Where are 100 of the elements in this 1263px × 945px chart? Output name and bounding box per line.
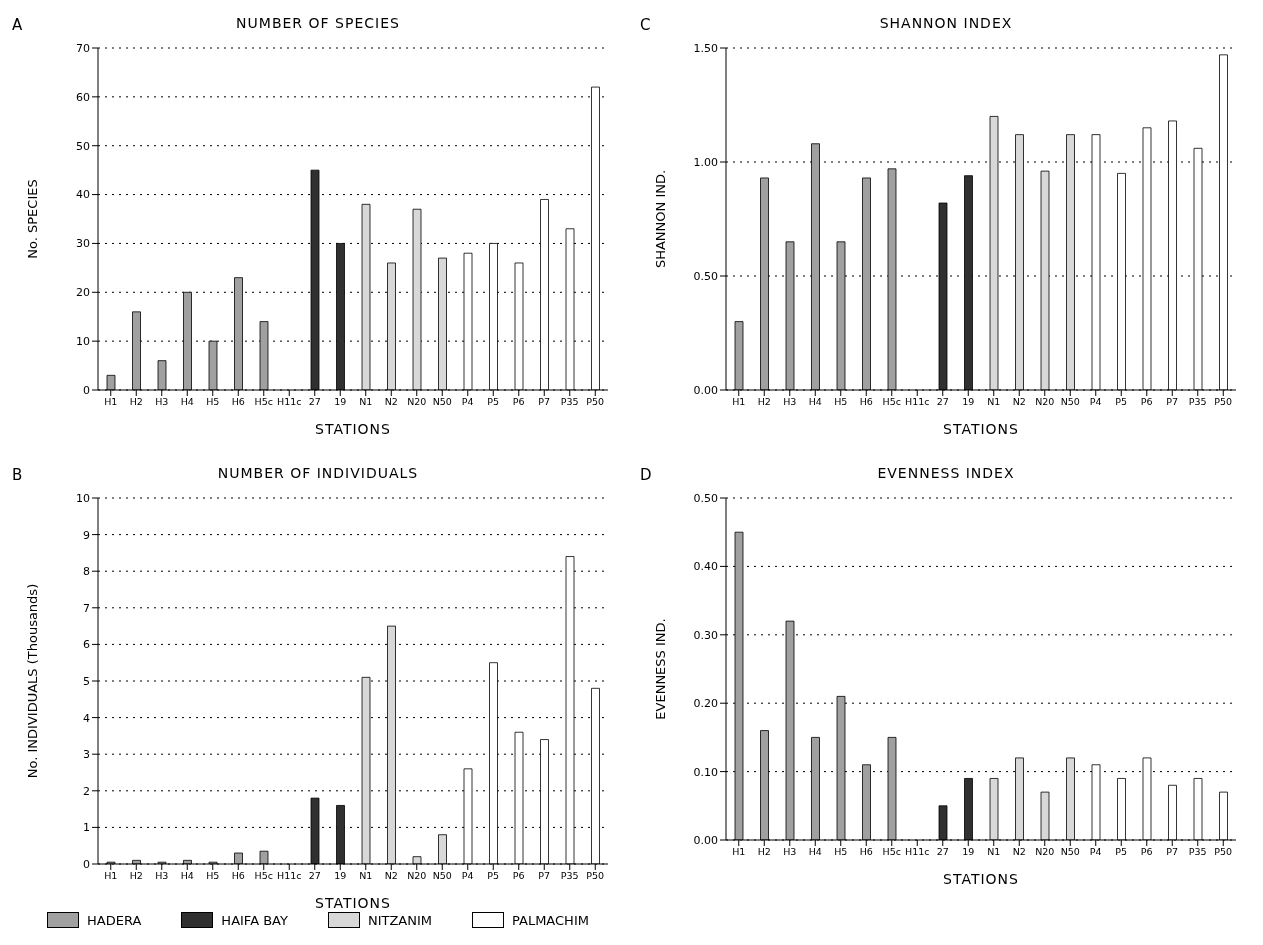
x-tick-label: N2 [384, 869, 398, 881]
text: D [640, 466, 652, 484]
legend-label: HAIFA BAY [221, 912, 288, 928]
x-tick-label: N1 [987, 395, 1001, 407]
x-tick-label: H1 [732, 395, 746, 407]
y-tick-label: 7 [83, 601, 90, 615]
x-axis-title: STATIONS [315, 895, 391, 911]
y-tick-label: 2 [83, 784, 90, 798]
y-tick-label: 10 [76, 335, 90, 349]
y-tick-label: 3 [83, 748, 90, 762]
x-tick-label: H3 [155, 869, 169, 881]
y-axis-title: No. SPECIES [24, 179, 40, 259]
y-tick-label: 30 [76, 237, 90, 251]
x-axis-title: STATIONS [943, 871, 1019, 887]
x-tick-label: P5 [1115, 845, 1128, 857]
x-tick-label: H3 [783, 395, 797, 407]
x-tick-label: H5 [834, 395, 848, 407]
x-tick-label: P5 [487, 869, 500, 881]
x-tick-label: H4 [808, 845, 822, 857]
x-tick-label: P6 [1140, 845, 1153, 857]
x-tick-label: H6 [859, 395, 873, 407]
x-tick-label: H6 [231, 869, 245, 881]
y-tick-label: 70 [76, 41, 90, 55]
y-tick-label: 1.50 [693, 41, 718, 55]
x-tick-label: H5 [206, 395, 220, 407]
text: A [12, 16, 23, 34]
x-tick-label: N1 [359, 869, 373, 881]
x-tick-label: P4 [1089, 395, 1102, 407]
x-tick-label: P50 [586, 395, 605, 407]
x-tick-label: H2 [129, 395, 143, 407]
x-tick-label: P50 [1214, 395, 1233, 407]
y-tick-label: 0 [83, 383, 90, 397]
x-tick-label: N20 [407, 869, 427, 881]
y-tick-label: 0.30 [693, 628, 718, 642]
x-tick-label: H4 [808, 395, 822, 407]
x-tick-label: H1 [104, 395, 118, 407]
x-tick-label: H5c [882, 395, 901, 407]
x-tick-label: H6 [859, 845, 873, 857]
y-tick-label: 1 [83, 821, 90, 835]
x-tick-label: P35 [560, 395, 579, 407]
x-tick-label: P7 [538, 869, 551, 881]
x-tick-label: N50 [1060, 395, 1080, 407]
x-tick-label: P6 [1140, 395, 1153, 407]
x-tick-label: H11c [277, 869, 302, 881]
x-tick-label: N2 [384, 395, 398, 407]
y-tick-label: 0.50 [693, 269, 718, 283]
x-tick-label: H1 [104, 869, 118, 881]
x-tick-label: H11c [277, 395, 302, 407]
text: C [640, 16, 651, 34]
x-tick-label: P35 [1188, 395, 1207, 407]
legend-label: NITZANIM [367, 912, 432, 928]
y-axis-title: No. INDIVIDUALS (Thousands) [24, 583, 40, 779]
x-tick-label: H5c [254, 869, 273, 881]
y-tick-label: 5 [83, 674, 90, 688]
x-tick-label: 27 [936, 845, 949, 857]
x-tick-label: P7 [1166, 395, 1179, 407]
x-tick-label: P7 [1166, 845, 1179, 857]
y-tick-label: 1.00 [693, 155, 718, 169]
y-axis-title: SHANNON IND. [652, 169, 668, 269]
x-tick-label: H11c [905, 845, 930, 857]
chart-title: NUMBER OF SPECIES [236, 15, 400, 31]
chart-title: EVENNESS INDEX [877, 465, 1015, 481]
x-tick-label: N1 [359, 395, 373, 407]
y-tick-label: 60 [76, 90, 90, 104]
y-tick-label: 4 [83, 711, 90, 725]
x-tick-label: P4 [461, 395, 474, 407]
y-tick-label: 8 [83, 565, 90, 579]
x-axis-title: STATIONS [943, 421, 1019, 437]
x-tick-label: 27 [936, 395, 949, 407]
x-tick-label: N50 [432, 395, 452, 407]
y-tick-label: 40 [76, 188, 90, 202]
x-tick-label: H5 [206, 869, 220, 881]
x-tick-label: P5 [1115, 395, 1128, 407]
legend-label: HADERA [87, 912, 142, 928]
x-tick-label: N2 [1012, 395, 1026, 407]
x-tick-label: H5c [254, 395, 273, 407]
x-tick-label: N50 [432, 869, 452, 881]
y-tick-label: 0.00 [693, 833, 718, 847]
x-tick-label: P4 [461, 869, 474, 881]
y-tick-label: 0 [83, 857, 90, 871]
x-tick-label: P6 [512, 869, 525, 881]
x-tick-label: H11c [905, 395, 930, 407]
y-tick-label: 0.50 [693, 491, 718, 505]
x-tick-label: 19 [962, 395, 975, 407]
x-tick-label: H1 [732, 845, 746, 857]
x-tick-label: H3 [783, 845, 797, 857]
x-tick-label: N20 [407, 395, 427, 407]
x-tick-label: 27 [308, 869, 321, 881]
x-tick-label: P5 [487, 395, 500, 407]
y-tick-label: 0.10 [693, 765, 718, 779]
y-axis-title: EVENNESS IND. [652, 618, 668, 720]
x-tick-label: P7 [538, 395, 551, 407]
x-tick-label: H5c [882, 845, 901, 857]
chart-title: SHANNON INDEX [879, 15, 1013, 31]
chart-title: NUMBER OF INDIVIDUALS [217, 465, 419, 481]
x-tick-label: P35 [1188, 845, 1207, 857]
legend-label: PALMACHIM [512, 912, 589, 928]
text: B [12, 466, 23, 484]
x-tick-label: P6 [512, 395, 525, 407]
y-tick-label: 0.20 [693, 697, 718, 711]
